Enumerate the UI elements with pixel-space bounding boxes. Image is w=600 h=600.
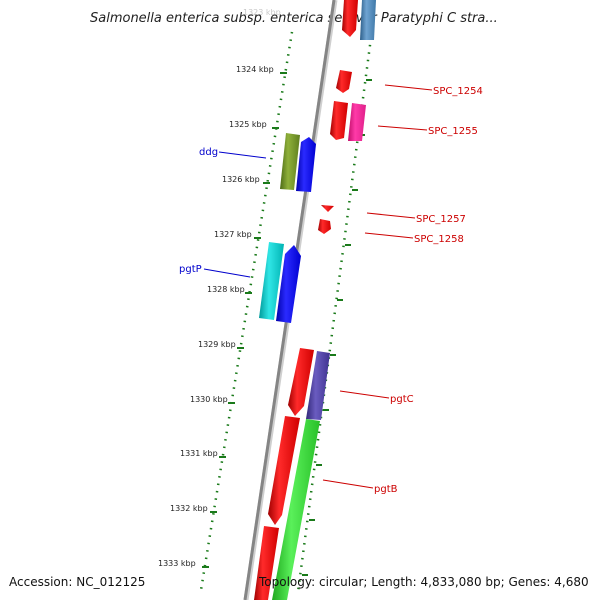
label-spc-1255[interactable]: SPC_1255 (428, 126, 478, 137)
gene-spc-1255-pink[interactable] (348, 103, 366, 141)
tick-label: 1327 kbp (214, 230, 252, 239)
gene-spc-1258[interactable] (318, 219, 331, 234)
connector-pgtc (339, 390, 390, 399)
connector-spc-1257 (366, 212, 416, 219)
gene-pgtp-cyan[interactable] (259, 242, 284, 320)
gene-red-lower[interactable] (268, 416, 300, 525)
tick-label: 1324 kbp (236, 65, 274, 74)
label-spc-1257[interactable]: SPC_1257 (416, 214, 466, 225)
gene-pgtb-green[interactable] (272, 419, 320, 600)
gene-spc-1255-red[interactable] (330, 101, 348, 140)
connector-pgtp (203, 268, 251, 278)
gene-top-steel-partial[interactable] (360, 0, 376, 40)
tick-label: 1333 kbp (158, 559, 196, 568)
gene-ddg-olive[interactable] (280, 133, 300, 190)
gene-spc-1254[interactable] (336, 70, 352, 93)
label-connectors (203, 84, 433, 489)
label-pgtp[interactable]: pgtP (179, 264, 202, 275)
connector-spc-1258 (364, 232, 414, 239)
tick-label-partial: 1323 kbp (243, 8, 281, 17)
gene-red-bottom[interactable] (254, 526, 279, 600)
map-title: Salmonella enterica subsp. enterica sero… (90, 11, 498, 26)
label-spc-1254[interactable]: SPC_1254 (433, 86, 483, 97)
gene-ddg-blue[interactable] (296, 137, 316, 192)
scale-ticks: 1324 kbp 1325 kbp 1326 kbp 1327 kbp 1328… (158, 65, 287, 568)
tick-label: 1332 kbp (170, 504, 208, 513)
connector-ddg (218, 151, 267, 159)
topology-text: Topology: circular; Length: 4,833,080 bp… (258, 575, 589, 589)
gene-red-pgtc-left[interactable] (288, 348, 314, 416)
accession-text: Accession: NC_012125 (9, 575, 145, 589)
connector-spc-1255 (377, 125, 428, 131)
label-spc-1258[interactable]: SPC_1258 (414, 234, 464, 245)
tick-label: 1325 kbp (229, 120, 267, 129)
connector-spc-1254 (384, 84, 433, 91)
tick-label: 1330 kbp (190, 395, 228, 404)
tick-label: 1326 kbp (222, 175, 260, 184)
gene-pgtp-blue[interactable] (276, 245, 301, 323)
tick-label: 1329 kbp (198, 340, 236, 349)
gene-top-red-partial[interactable] (342, 0, 358, 37)
gene-pgtc-purple[interactable] (306, 351, 330, 420)
label-pgtb[interactable]: pgtB (374, 484, 398, 495)
connector-pgtb (322, 479, 374, 489)
gene-spc-1257[interactable] (321, 205, 334, 212)
tick-label: 1331 kbp (180, 449, 218, 458)
label-pgtc[interactable]: pgtC (390, 394, 414, 405)
tick-label: 1328 kbp (207, 285, 245, 294)
label-ddg[interactable]: ddg (199, 147, 218, 158)
